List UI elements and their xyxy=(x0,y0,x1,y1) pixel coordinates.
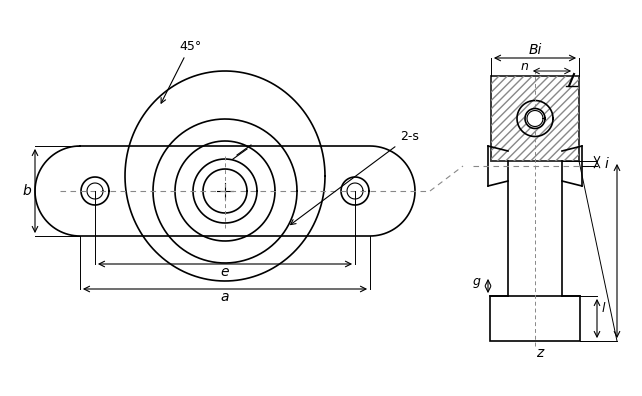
Text: z: z xyxy=(536,346,544,360)
Text: l: l xyxy=(602,302,605,315)
Bar xyxy=(491,76,579,161)
Bar xyxy=(491,76,579,161)
Text: 2-s: 2-s xyxy=(291,129,419,225)
Text: i: i xyxy=(605,156,609,171)
Text: 45°: 45° xyxy=(161,40,201,103)
Text: a: a xyxy=(221,290,229,304)
Polygon shape xyxy=(525,109,545,128)
Text: Bi: Bi xyxy=(528,43,542,57)
Text: e: e xyxy=(221,265,229,279)
Bar xyxy=(490,296,580,341)
Text: n: n xyxy=(521,59,529,72)
Text: b: b xyxy=(22,184,31,198)
Text: g: g xyxy=(472,274,480,287)
